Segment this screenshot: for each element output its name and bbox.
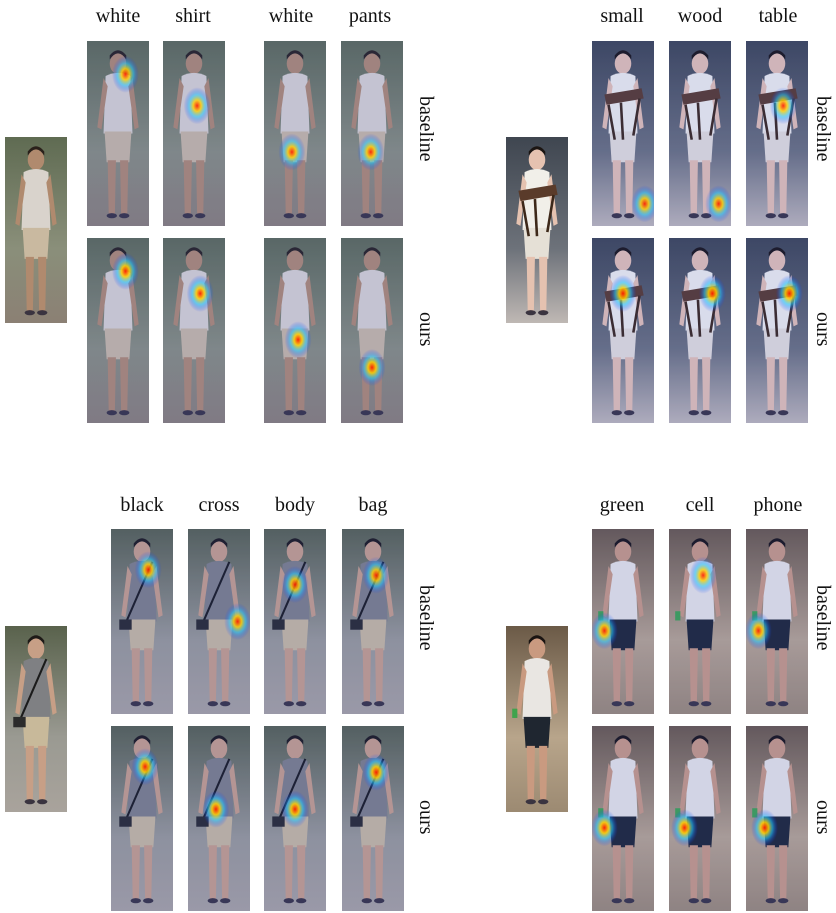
row-label-ours: ours xyxy=(415,312,437,347)
baseline-heatmap xyxy=(592,529,654,714)
row-label-ours: ours xyxy=(415,800,437,835)
ours-heatmap xyxy=(163,238,225,423)
baseline-heatmap xyxy=(163,41,225,226)
ours-heatmap xyxy=(264,238,326,423)
row-label-baseline: baseline xyxy=(812,585,834,651)
ours-heatmap xyxy=(746,238,808,423)
baseline-heatmap xyxy=(342,529,404,714)
baseline-heatmap xyxy=(111,529,173,714)
baseline-heatmap xyxy=(746,529,808,714)
ours-heatmap xyxy=(592,238,654,423)
baseline-heatmap xyxy=(669,529,731,714)
baseline-heatmap xyxy=(87,41,149,226)
row-label-baseline: baseline xyxy=(812,96,834,162)
word-label: cell xyxy=(685,494,715,516)
ours-heatmap xyxy=(669,238,731,423)
query-photo-woman-with-stool xyxy=(506,137,568,323)
ours-heatmap xyxy=(188,726,250,911)
ours-heatmap xyxy=(592,726,654,911)
ours-heatmap xyxy=(87,238,149,423)
ours-heatmap xyxy=(746,726,808,911)
word-label: white xyxy=(268,5,314,27)
baseline-heatmap xyxy=(746,41,808,226)
word-label: green xyxy=(599,494,645,516)
word-label: phone xyxy=(753,494,803,516)
baseline-heatmap xyxy=(264,41,326,226)
baseline-heatmap xyxy=(592,41,654,226)
word-label: shirt xyxy=(175,5,211,27)
baseline-heatmap xyxy=(188,529,250,714)
query-photo-man-with-bag xyxy=(5,626,67,812)
baseline-heatmap xyxy=(669,41,731,226)
word-label: black xyxy=(120,494,164,516)
word-label: cross xyxy=(198,494,240,516)
query-photo-two-women xyxy=(506,626,568,812)
word-label: small xyxy=(600,5,644,27)
ours-heatmap xyxy=(669,726,731,911)
ours-heatmap xyxy=(111,726,173,911)
row-label-ours: ours xyxy=(812,800,834,835)
word-label: body xyxy=(275,494,315,516)
word-label: wood xyxy=(677,5,723,27)
ours-heatmap xyxy=(342,726,404,911)
ours-heatmap xyxy=(341,238,403,423)
ours-heatmap xyxy=(264,726,326,911)
query-photo-man-white-shirt xyxy=(5,137,67,323)
word-label: white xyxy=(95,5,141,27)
row-label-baseline: baseline xyxy=(415,585,437,651)
word-label: pants xyxy=(348,5,392,27)
word-label: table xyxy=(758,5,798,27)
word-label: bag xyxy=(358,494,388,516)
row-label-baseline: baseline xyxy=(415,96,437,162)
baseline-heatmap xyxy=(341,41,403,226)
baseline-heatmap xyxy=(264,529,326,714)
row-label-ours: ours xyxy=(812,312,834,347)
